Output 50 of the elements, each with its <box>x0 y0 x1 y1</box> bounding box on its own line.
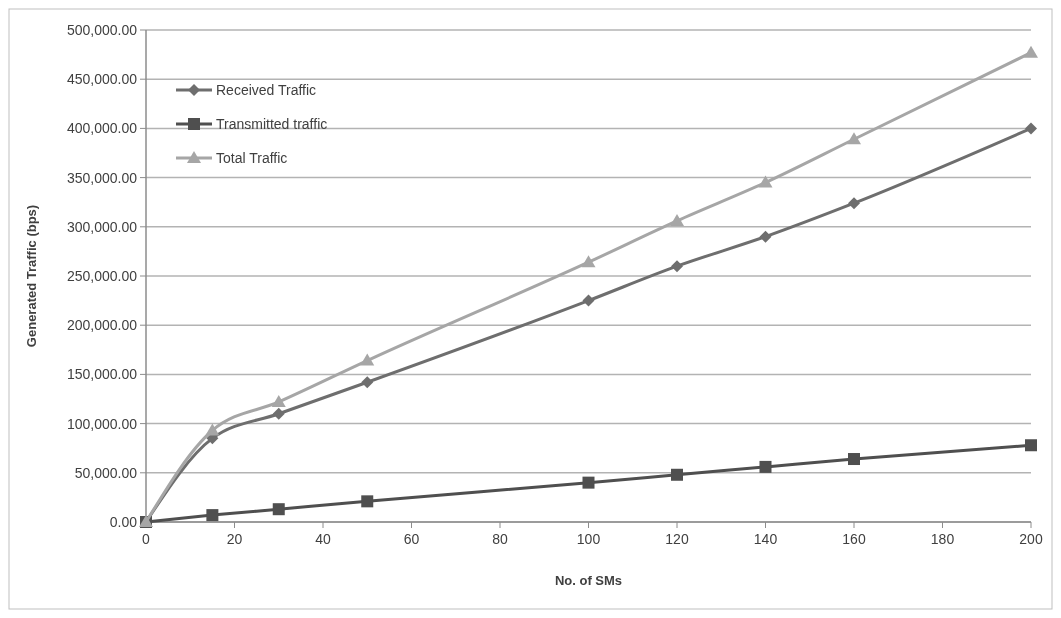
y-tick-label: 500,000.00 <box>66 21 138 38</box>
point <box>581 255 596 268</box>
x-tick-label: 140 <box>753 531 778 547</box>
y-tick-label: 300,000.00 <box>66 218 138 235</box>
point <box>847 132 861 145</box>
y-tick-label: 0.00 <box>109 513 138 530</box>
point <box>671 260 683 273</box>
y-tick-label: 350,000.00 <box>66 169 138 186</box>
point <box>361 495 374 508</box>
point <box>848 197 860 210</box>
y-tick-label: 200,000.00 <box>66 317 138 334</box>
point <box>759 230 772 243</box>
point <box>272 407 285 420</box>
point <box>671 468 683 481</box>
y-axis-title: Generated Traffic (bps) <box>24 204 39 348</box>
x-tick-label: 120 <box>665 531 689 547</box>
x-axis-title: No. of SMs <box>554 573 623 588</box>
x-tick-label: 180 <box>930 531 955 547</box>
point <box>848 453 860 466</box>
point <box>670 213 684 226</box>
x-tick-label: 60 <box>403 531 420 547</box>
point <box>1025 439 1037 452</box>
point <box>759 460 772 473</box>
point <box>1024 45 1038 58</box>
y-tick-label: 450,000.00 <box>66 71 138 88</box>
point <box>360 353 375 366</box>
y-tick-label: 150,000.00 <box>66 366 138 383</box>
y-tick-label: 250,000.00 <box>66 267 138 284</box>
point <box>361 376 374 389</box>
x-tick-label: 160 <box>842 531 866 547</box>
legend-label: Transmitted traffic <box>216 115 328 132</box>
x-tick-label: 100 <box>576 531 601 547</box>
point <box>272 503 285 516</box>
x-tick-label: 20 <box>226 531 243 547</box>
x-tick-label: 40 <box>315 531 331 547</box>
point <box>1025 122 1037 135</box>
legend-label: Total Traffic <box>216 149 288 166</box>
point <box>582 476 595 489</box>
x-tick-label: 80 <box>492 531 508 547</box>
x-tick-label: 200 <box>1019 531 1043 547</box>
legend-label: Received Traffic <box>216 81 317 98</box>
x-tick-label: 0 <box>142 531 151 547</box>
point <box>758 175 773 188</box>
y-tick-label: 100,000.00 <box>66 415 138 432</box>
point <box>271 394 286 407</box>
point <box>582 294 595 307</box>
y-tick-label: 50,000.00 <box>74 464 138 481</box>
point <box>206 509 219 522</box>
point <box>205 423 220 436</box>
y-tick-label: 400,000.00 <box>66 120 138 137</box>
